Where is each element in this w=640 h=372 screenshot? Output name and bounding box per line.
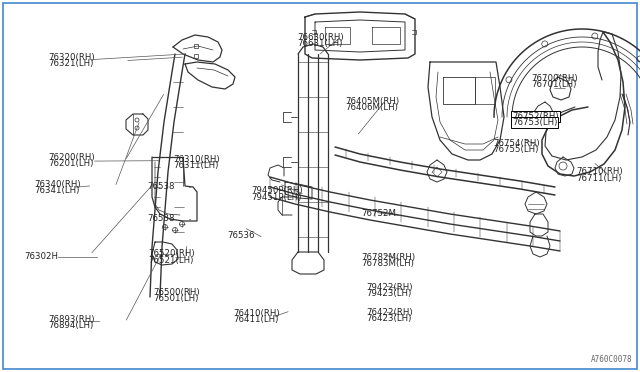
Text: 76783M(LH): 76783M(LH) [362,259,415,268]
Text: 76631(LH): 76631(LH) [298,39,343,48]
Text: 76521(LH): 76521(LH) [148,256,194,264]
Text: 76340(RH): 76340(RH) [34,180,81,189]
Text: 76893(RH): 76893(RH) [48,315,95,324]
Bar [194,54,198,58]
Text: 76755(LH): 76755(LH) [493,145,538,154]
Text: 79423(LH): 79423(LH) [367,289,412,298]
Text: 76782M(RH): 76782M(RH) [362,253,416,262]
Text: 76410(RH): 76410(RH) [234,309,280,318]
Text: 76754(RH): 76754(RH) [493,139,540,148]
Text: 76753(LH): 76753(LH) [512,118,557,127]
Text: 76711(LH): 76711(LH) [576,174,621,183]
Text: 76500(RH): 76500(RH) [154,288,200,296]
Text: 76752(RH): 76752(RH) [512,112,559,121]
Text: 79422(RH): 79422(RH) [367,283,413,292]
Text: 76200(RH): 76200(RH) [48,153,95,162]
Text: 76630(RH): 76630(RH) [298,33,344,42]
Text: 76311(LH): 76311(LH) [173,161,218,170]
Text: 76423(LH): 76423(LH) [367,314,412,323]
Text: 76710(RH): 76710(RH) [576,167,623,176]
Text: 76302H: 76302H [24,252,58,261]
Text: 76310(RH): 76310(RH) [173,155,220,164]
Text: 76752M: 76752M [362,209,397,218]
Text: 76520(RH): 76520(RH) [148,249,195,258]
Text: 76538: 76538 [147,214,175,223]
Text: 79450P(RH): 79450P(RH) [251,186,303,195]
Text: 76321(LH): 76321(LH) [48,60,93,68]
Text: A760C0078: A760C0078 [590,355,632,364]
Text: 76406M(LH): 76406M(LH) [346,103,399,112]
Text: 76201(LH): 76201(LH) [48,159,93,168]
Text: 76894(LH): 76894(LH) [48,321,93,330]
Text: 76538: 76538 [147,182,175,191]
Text: 76422(RH): 76422(RH) [367,308,413,317]
Bar [194,44,198,48]
Text: 76536: 76536 [227,231,255,240]
Text: 76700(RH): 76700(RH) [531,74,578,83]
Text: 76320(RH): 76320(RH) [48,53,95,62]
Text: 76405M(RH): 76405M(RH) [346,97,400,106]
Text: 76701(LH): 76701(LH) [531,80,577,89]
Text: 76501(LH): 76501(LH) [154,294,199,303]
Text: 76411(LH): 76411(LH) [234,315,279,324]
Text: 76341(LH): 76341(LH) [34,186,79,195]
Text: 79451P(LH): 79451P(LH) [251,193,301,202]
